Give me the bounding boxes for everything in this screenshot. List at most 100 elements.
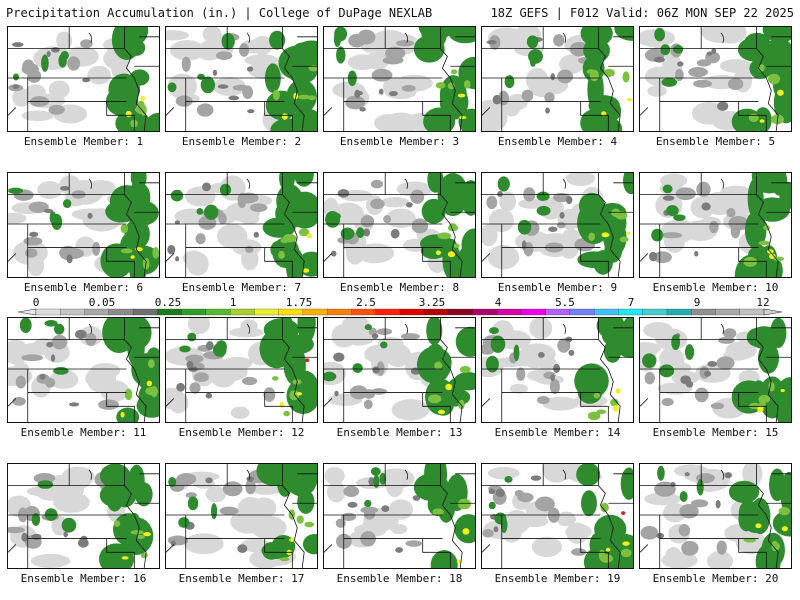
colorbar-swatch: [84, 308, 110, 316]
precip-map: [640, 173, 791, 277]
colorbar-swatch: [642, 308, 668, 316]
ensemble-map-panel: [481, 317, 634, 423]
colorbar-tick-label: 12: [756, 296, 770, 309]
precip-map: [482, 173, 633, 277]
member-caption: Ensemble Member: 2: [181, 135, 302, 148]
member-caption: Ensemble Member: 17: [178, 572, 305, 585]
colorbar-swatch: [593, 308, 619, 316]
precip-map: [482, 464, 633, 568]
precip-map: [166, 318, 317, 422]
ensemble-map-panel: [7, 26, 160, 132]
ensemble-map-panel: [165, 26, 318, 132]
colorbar-swatch: [157, 308, 183, 316]
precip-map: [8, 27, 159, 131]
colorbar-tick-label: 1: [229, 296, 237, 309]
colorbar-swatch: [254, 308, 280, 316]
colorbar-swatch: [448, 308, 474, 316]
colorbar-swatch: [229, 308, 255, 316]
ensemble-map-panel: [323, 26, 476, 132]
ensemble-map-panel: [165, 463, 318, 569]
member-caption: Ensemble Member: 10: [652, 281, 779, 294]
precip-map: [640, 27, 791, 131]
member-caption: Ensemble Member: 5: [655, 135, 776, 148]
member-caption: Ensemble Member: 15: [652, 426, 779, 439]
precip-map: [324, 318, 475, 422]
member-caption: Ensemble Member: 19: [494, 572, 621, 585]
member-caption: Ensemble Member: 16: [20, 572, 147, 585]
member-caption: Ensemble Member: 3: [339, 135, 460, 148]
ensemble-map-panel: [481, 26, 634, 132]
precip-colorbar: [17, 308, 783, 316]
member-caption: Ensemble Member: 18: [336, 572, 463, 585]
colorbar-swatch: [496, 308, 522, 316]
colorbar-tick-label: 3.25: [418, 296, 446, 309]
colorbar-tick-label: 0.25: [154, 296, 182, 309]
ensemble-map-panel: [639, 317, 792, 423]
ensemble-map-panel: [639, 172, 792, 278]
member-caption: Ensemble Member: 11: [20, 426, 147, 439]
precip-map: [482, 27, 633, 131]
ensemble-map-panel: [165, 172, 318, 278]
colorbar-tick-label: 7: [627, 296, 635, 309]
ensemble-map-panel: [323, 172, 476, 278]
ensemble-map-panel: [639, 26, 792, 132]
colorbar-swatch: [108, 308, 134, 316]
member-caption: Ensemble Member: 12: [178, 426, 305, 439]
colorbar-swatch: [569, 308, 595, 316]
ensemble-map-panel: [7, 172, 160, 278]
colorbar-swatch: [60, 308, 85, 316]
colorbar-swatch: [545, 308, 571, 316]
ensemble-map-panel: [7, 463, 160, 569]
ensemble-map-panel: [481, 172, 634, 278]
colorbar-tick-label: 0.05: [88, 296, 116, 309]
precip-map: [324, 27, 475, 131]
member-caption: Ensemble Member: 13: [336, 426, 463, 439]
colorbar-swatch: [715, 308, 741, 316]
colorbar-tick-label: 1.75: [285, 296, 313, 309]
precip-map: [166, 173, 317, 277]
colorbar-swatch: [132, 308, 158, 316]
colorbar-tick-label: 0: [32, 296, 40, 309]
colorbar-swatch: [472, 308, 498, 316]
colorbar-tick-label: 5.5: [555, 296, 575, 309]
map-title: Precipitation Accumulation (in.) | Colle…: [6, 6, 433, 20]
precip-map: [166, 464, 317, 568]
colorbar-swatch: [181, 308, 207, 316]
colorbar-swatch: [278, 308, 304, 316]
precip-map: [8, 173, 159, 277]
colorbar-swatch: [351, 308, 377, 316]
member-caption: Ensemble Member: 4: [497, 135, 618, 148]
colorbar-swatch: [35, 308, 61, 316]
ensemble-map-panel: [639, 463, 792, 569]
colorbar-swatch: [424, 308, 449, 316]
member-caption: Ensemble Member: 8: [339, 281, 460, 294]
colorbar-swatch: [375, 308, 401, 316]
precip-map: [8, 464, 159, 568]
colorbar-tick-label: 4: [494, 296, 502, 309]
ensemble-map-panel: [7, 317, 160, 423]
precip-map: [640, 464, 791, 568]
colorbar-swatch: [691, 308, 716, 316]
colorbar-swatch: [302, 308, 328, 316]
precip-map: [324, 464, 475, 568]
precip-map: [324, 173, 475, 277]
precip-map: [640, 318, 791, 422]
colorbar-max-arrow: [763, 308, 783, 316]
ensemble-map-panel: [323, 463, 476, 569]
run-info: 18Z GEFS | F012 Valid: 06Z MON SEP 22 20…: [490, 6, 794, 20]
member-caption: Ensemble Member: 1: [23, 135, 144, 148]
colorbar-swatch: [521, 308, 547, 316]
member-caption: Ensemble Member: 6: [23, 281, 144, 294]
colorbar-swatch: [618, 308, 644, 316]
ensemble-map-panel: [323, 317, 476, 423]
ensemble-map-panel: [481, 463, 634, 569]
precip-map: [482, 318, 633, 422]
colorbar-swatch: [399, 308, 425, 316]
colorbar-tick-label: 9: [693, 296, 701, 309]
colorbar-tick-label: 2.5: [356, 296, 376, 309]
member-caption: Ensemble Member: 20: [652, 572, 779, 585]
precip-map: [8, 318, 159, 422]
member-caption: Ensemble Member: 9: [497, 281, 618, 294]
colorbar-swatch: [205, 308, 231, 316]
member-caption: Ensemble Member: 7: [181, 281, 302, 294]
